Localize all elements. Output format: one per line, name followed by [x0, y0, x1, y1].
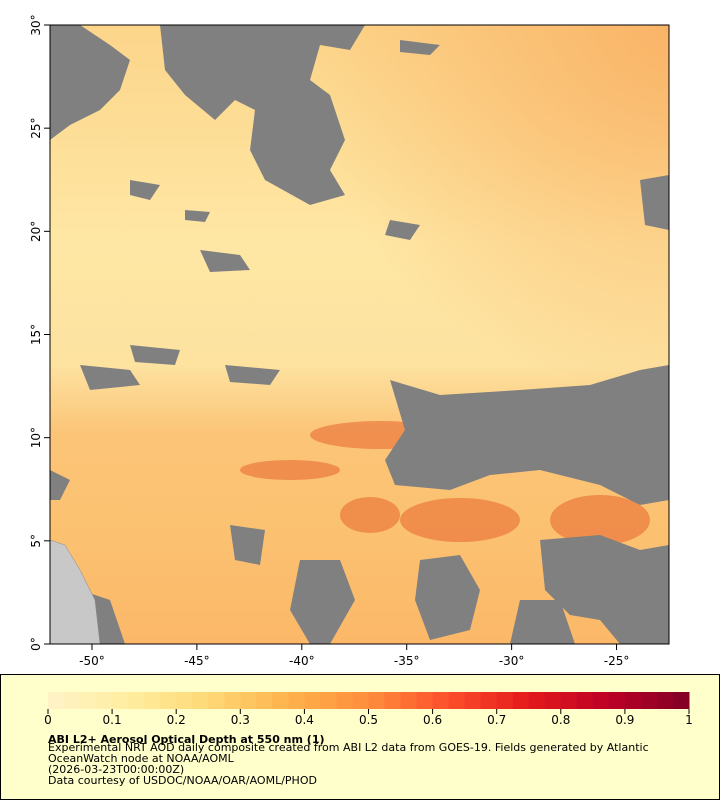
colorbar-swatch	[112, 692, 129, 709]
colorbar-swatch	[432, 692, 450, 709]
colorbar-swatch	[288, 692, 305, 709]
colorbar-swatch	[240, 692, 257, 709]
colorbar-swatch	[384, 692, 402, 709]
colorbar-swatch	[528, 692, 546, 709]
colorbar-tick-label: 0.9	[615, 713, 634, 727]
colorbar-swatch	[224, 692, 241, 709]
colorbar-swatch	[160, 692, 177, 709]
colorbar-swatch	[400, 692, 418, 709]
colorbar-swatch	[480, 692, 498, 709]
y-tick-label: 30°	[29, 14, 43, 35]
colorbar-swatch	[464, 692, 482, 709]
colorbar-swatch	[144, 692, 161, 709]
x-tick-label: -40°	[289, 654, 315, 668]
colorbar-swatch	[208, 692, 225, 709]
colorbar-swatch	[352, 692, 369, 709]
high-aod	[240, 421, 650, 545]
colorbar-swatch	[368, 692, 386, 709]
colorbar-swatch	[640, 692, 658, 709]
colorbar-swatch	[512, 692, 530, 709]
y-tick-label: 5°	[29, 534, 43, 548]
colorbar-swatch	[560, 692, 578, 709]
legend-time: (2026-03-23T00:00:00Z)	[48, 763, 185, 776]
colorbar-swatch	[448, 692, 466, 709]
y-tick-label: 15°	[29, 324, 43, 345]
colorbar-tick-label: 0.3	[231, 713, 250, 727]
colorbar-tick-label: 0.5	[359, 713, 378, 727]
cloud-mask	[50, 25, 669, 644]
colorbar-swatch	[176, 692, 193, 709]
colorbar-tick-label: 0.1	[103, 713, 122, 727]
legend-text: Experimental NRT AOD daily composite cre…	[48, 731, 673, 786]
colorbar-swatch	[272, 692, 289, 709]
x-tick-label: -30°	[499, 654, 525, 668]
colorbar-swatch	[336, 692, 353, 709]
x-tick-label: -45°	[184, 654, 210, 668]
colorbar-swatch	[544, 692, 562, 709]
y-tick-label: 0°	[29, 637, 43, 651]
colorbar-swatch	[496, 692, 514, 709]
y-tick-label: 25°	[29, 118, 43, 139]
colorbar-tick-label: 0.4	[295, 713, 314, 727]
colorbar-swatch	[576, 692, 594, 709]
colorbar-swatch	[592, 692, 610, 709]
colorbar-swatch	[192, 692, 209, 709]
colorbar-swatch	[304, 692, 321, 709]
legend-description: Experimental NRT AOD daily composite cre…	[48, 741, 649, 765]
colorbar-swatch	[608, 692, 626, 709]
colorbar-swatch	[48, 692, 65, 709]
colorbar-swatch	[624, 692, 642, 709]
x-tick-label: -50°	[79, 654, 105, 668]
colorbar-swatch	[416, 692, 434, 709]
colorbar-swatch	[128, 692, 145, 709]
legend-credit: Data courtesy of USDOC/NOAA/OAR/AOML/PHO…	[48, 774, 317, 787]
x-tick-label: -25°	[604, 654, 630, 668]
colorbar-tick-label: 1	[685, 713, 693, 727]
colorbar-tick-label: 0	[44, 713, 52, 727]
x-tick-label: -35°	[394, 654, 420, 668]
colorbar-tick-label: 0.2	[167, 713, 186, 727]
y-tick-label: 10°	[29, 427, 43, 448]
colorbar-tick-label: 0.8	[551, 713, 570, 727]
colorbar-tick-label: 0.7	[487, 713, 506, 727]
colorbar: 0 0.1 0.2 0.3 0.4 0.5 0.6 0.7 0.8 0.9 1	[44, 692, 693, 727]
colorbar-swatch	[96, 692, 113, 709]
colorbar-swatch	[80, 692, 97, 709]
colorbar-tick-label: 0.6	[423, 713, 442, 727]
colorbar-swatch	[656, 692, 674, 709]
colorbar-swatch	[256, 692, 273, 709]
colorbar-swatch	[320, 692, 337, 709]
colorbar-swatch	[672, 692, 690, 709]
legend-title: ABI L2+ Aerosol Optical Depth at 550 nm …	[48, 733, 325, 746]
y-tick-label: 20°	[29, 221, 43, 242]
colorbar-swatch	[64, 692, 81, 709]
